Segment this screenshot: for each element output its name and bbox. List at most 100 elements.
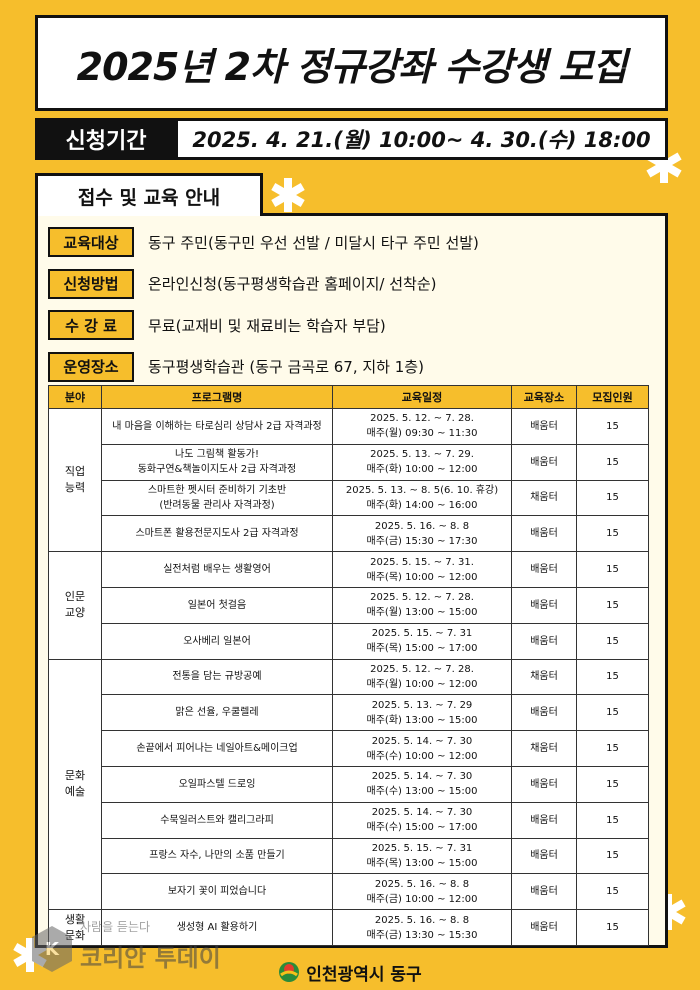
info-label: 신청방법 <box>48 268 134 299</box>
program-line: 오일파스텔 드로잉 <box>178 778 256 790</box>
program-cell: 오사베리 일본어 <box>101 622 333 660</box>
info-label: 수 강 료 <box>48 310 134 340</box>
program-line: 손끝에서 피어나는 네일아트&메이크업 <box>136 743 298 755</box>
watermark: K 사람을 듣는다 코리안 투데이 <box>30 918 270 978</box>
schedule-line: 2025. 5. 13. ~ 7. 29 <box>371 699 473 711</box>
schedule-cell: 2025. 5. 15. ~ 7. 31. 매주(목) 10:00 ~ 12:00 <box>332 551 512 588</box>
program-line: 전통을 담는 규방공예 <box>172 671 262 683</box>
place-cell: 배움터 <box>511 622 577 660</box>
schedule-cell: 2025. 5. 12. ~ 7. 28. 매주(월) 13:00 ~ 15:00 <box>332 586 512 624</box>
schedule-line: 2025. 5. 13. ~ 7. 29. <box>370 449 474 461</box>
schedule-cell: 2025. 5. 16. ~ 8. 8 매주(금) 15:30 ~ 17:30 <box>332 515 512 553</box>
program-line: 수묵일러스트와 캘리그라피 <box>160 814 274 826</box>
schedule-line: 2025. 5. 15. ~ 7. 31 <box>371 628 473 640</box>
place-cell: 배움터 <box>511 837 577 875</box>
count-cell: 15 <box>576 909 649 946</box>
watermark-logo: K <box>32 926 72 972</box>
category-line: 인문 <box>64 590 86 604</box>
schedule-line: 매주(화) 13:00 ~ 15:00 <box>366 714 478 726</box>
column-header: 교육장소 <box>511 385 577 409</box>
count-cell: 15 <box>576 837 649 875</box>
column-header: 프로그램명 <box>101 385 333 409</box>
period-label: 신청기간 <box>35 118 177 160</box>
program-cell: 손끝에서 피어나는 네일아트&메이크업 <box>101 730 333 767</box>
count-cell: 15 <box>576 694 649 732</box>
schedule-cell: 2025. 5. 15. ~ 7. 31 매주(목) 15:00 ~ 17:00 <box>332 622 512 660</box>
count-cell: 15 <box>576 515 649 553</box>
schedule-cell: 2025. 5. 12. ~ 7. 28. 매주(월) 10:00 ~ 12:00 <box>332 658 512 696</box>
program-cell: 일본어 첫걸음 <box>101 586 333 624</box>
schedule-line: 매주(화) 14:00 ~ 16:00 <box>366 499 478 511</box>
program-line: (반려동물 관리사 자격과정) <box>159 499 275 511</box>
category-line: 예술 <box>64 785 86 799</box>
schedule-cell: 2025. 5. 14. ~ 7. 30 매주(수) 13:00 ~ 15:00 <box>332 765 512 803</box>
program-cell: 내 마음을 이해하는 타로심리 상담사 2급 자격과정 <box>101 408 333 445</box>
table-row: 생활 문화 생성형 AI 활용하기 2025. 5. 16. ~ 8. 8 매주(금) … <box>48 909 649 946</box>
footer: 인천광역시 동구 <box>0 958 700 986</box>
schedule-line: 매주(화) 10:00 ~ 12:00 <box>366 464 478 476</box>
schedule-line: 매주(수) 13:00 ~ 15:00 <box>366 786 478 798</box>
schedule-line: 2025. 5. 12. ~ 7. 28. <box>370 592 474 604</box>
schedule-cell: 2025. 5. 16. ~ 8. 8 매주(금) 13:30 ~ 15:30 <box>332 909 512 946</box>
place-cell: 배움터 <box>511 515 577 553</box>
title-box: 2025년 2차 정규강좌 수강생 모집 <box>35 15 668 111</box>
program-line: 동화구연&책놀이지도사 2급 자격과정 <box>137 464 297 476</box>
schedule-cell: 2025. 5. 13. ~ 7. 29 매주(화) 13:00 ~ 15:00 <box>332 694 512 732</box>
program-cell: 나도 그림책 활동가! 동화구연&책놀이지도사 2급 자격과정 <box>101 443 333 481</box>
program-cell: 오일파스텔 드로잉 <box>101 765 333 803</box>
place-cell: 배움터 <box>511 443 577 481</box>
schedule-line: 매주(금) 10:00 ~ 12:00 <box>366 893 478 905</box>
column-header: 분야 <box>48 385 102 409</box>
table-row: 맑은 선율, 우쿨렐레 2025. 5. 13. ~ 7. 29 매주(화) 13:… <box>49 694 649 732</box>
schedule-line: 2025. 5. 15. ~ 7. 31. <box>370 556 474 568</box>
place-cell: 배움터 <box>511 801 577 839</box>
program-table: 분야 프로그램명 교육일정 교육장소 모집인원 직업 능력 내 마음을 이해하는 타로심리 상… <box>48 385 649 946</box>
schedule-line: 2025. 5. 16. ~ 8. 8 <box>374 914 470 926</box>
category-line: 능력 <box>64 481 86 495</box>
place-cell: 채움터 <box>511 479 577 517</box>
place-cell: 배움터 <box>511 765 577 803</box>
program-cell: 생성형 AI 활용하기 <box>101 909 333 946</box>
place-cell: 채움터 <box>511 730 577 767</box>
count-cell: 15 <box>576 730 649 767</box>
count-cell: 15 <box>576 443 649 481</box>
schedule-cell: 2025. 5. 15. ~ 7. 31 매주(목) 13:00 ~ 15:00 <box>332 837 512 875</box>
table-row: 나도 그림책 활동가! 동화구연&책놀이지도사 2급 자격과정 2025. 5. 1… <box>49 443 649 481</box>
info-text: 동구 주민(동구민 우선 선발 / 미달시 타구 주민 선발) <box>148 233 479 252</box>
count-cell: 15 <box>576 622 649 660</box>
info-label: 교육대상 <box>48 227 134 257</box>
emblem <box>279 962 300 982</box>
category-line: 문화 <box>64 769 86 783</box>
asterisks <box>13 147 686 972</box>
schedule-line: 2025. 5. 12. ~ 7. 28. <box>370 663 474 675</box>
category-line: 직업 <box>64 465 86 479</box>
info-text: 온라인신청(동구평생학습관 홈페이지/ 선착순) <box>148 275 437 293</box>
count-cell: 15 <box>576 873 649 911</box>
place-cell: 배움터 <box>511 873 577 911</box>
program-cell: 스마트한 펫시터 준비하기 기초반 (반려동물 관리사 자격과정) <box>101 479 333 517</box>
info-text: 동구평생학습관 (동구 금곡로 67, 지하 1층) <box>148 358 424 376</box>
program-line: 일본어 첫걸음 <box>187 599 247 611</box>
column-header: 교육일정 <box>332 385 512 409</box>
schedule-line: 2025. 5. 14. ~ 7. 30 <box>371 735 473 747</box>
schedule-line: 2025. 5. 14. ~ 7. 30 <box>371 771 473 783</box>
info-text: 무료(교재비 및 재료비는 학습자 부담) <box>148 316 386 335</box>
table-row: 보자기 꽃이 피었습니다 2025. 5. 16. ~ 8. 8 매주(금) 10:… <box>49 873 649 911</box>
place-cell: 배움터 <box>511 909 577 946</box>
schedule-line: 매주(수) 15:00 ~ 17:00 <box>366 822 478 834</box>
program-cell: 전통을 담는 규방공예 <box>101 658 333 696</box>
place-cell: 배움터 <box>511 408 577 445</box>
watermark-name: 코리안 투데이 <box>80 944 221 972</box>
schedule-cell: 2025. 5. 13. ~ 8. 5(6. 10. 휴강) 매주(화) 14:0… <box>332 479 512 517</box>
program-line: 오사베리 일본어 <box>183 635 251 647</box>
count-cell: 15 <box>576 479 649 517</box>
program-cell: 프랑스 자수, 나만의 소품 만들기 <box>101 837 333 875</box>
program-line: 보자기 꽃이 피었습니다 <box>167 886 267 898</box>
program-line: 실전처럼 배우는 생활영어 <box>163 564 271 576</box>
program-line: 내 마음을 이해하는 타로심리 상담사 2급 자격과정 <box>112 420 322 432</box>
schedule-line: 2025. 5. 16. ~ 8. 8 <box>374 520 470 532</box>
table-row: 오일파스텔 드로잉 2025. 5. 14. ~ 7. 30 매주(수) 13:00… <box>49 765 649 803</box>
